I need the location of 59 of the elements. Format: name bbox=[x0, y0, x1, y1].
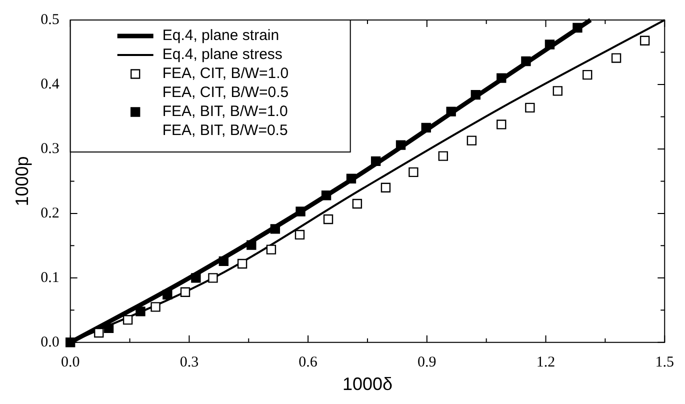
y-axis-title: 1000p bbox=[12, 156, 32, 206]
point bbox=[270, 224, 280, 234]
point bbox=[296, 206, 306, 216]
point bbox=[380, 182, 391, 192]
x-axis-title: 1000δ bbox=[342, 374, 393, 394]
point bbox=[104, 323, 114, 334]
point bbox=[208, 273, 218, 283]
x-tick-label: 0.9 bbox=[418, 354, 436, 370]
point bbox=[421, 122, 431, 133]
point bbox=[321, 190, 332, 200]
legend-label: FEA, CIT, B/W=1.0 bbox=[162, 65, 289, 82]
point bbox=[294, 230, 305, 240]
point bbox=[191, 273, 201, 283]
point bbox=[136, 306, 146, 316]
point bbox=[180, 287, 190, 297]
y-tick-label: 0.3 bbox=[40, 140, 60, 157]
point bbox=[572, 22, 582, 33]
point bbox=[352, 198, 362, 209]
x-tick-label: 0.0 bbox=[60, 354, 80, 370]
point bbox=[582, 70, 592, 80]
legend-label: Eq.4, plane strain bbox=[162, 27, 280, 44]
legend-label: FEA, BIT, B/W=1.0 bbox=[162, 103, 288, 120]
point bbox=[496, 73, 506, 83]
point bbox=[396, 140, 406, 150]
x-tick-label: 0.6 bbox=[298, 354, 318, 370]
point bbox=[496, 120, 506, 130]
point bbox=[122, 314, 133, 325]
y-tick-label: 0.2 bbox=[40, 205, 60, 222]
point bbox=[162, 290, 172, 300]
point bbox=[446, 106, 456, 116]
point bbox=[266, 244, 276, 254]
text: FEA, BIT, B/W=0.5 bbox=[162, 122, 288, 140]
x-tick-label: 0.3 bbox=[180, 354, 199, 370]
point bbox=[470, 90, 480, 100]
point bbox=[246, 240, 256, 250]
point bbox=[521, 56, 531, 66]
point bbox=[544, 40, 555, 50]
point bbox=[237, 258, 248, 269]
point bbox=[408, 167, 418, 178]
y-tick-label: 0.0 bbox=[40, 334, 60, 350]
legend-label: Eq.4, plane stress bbox=[162, 46, 282, 64]
x-tick-label: 1.5 bbox=[655, 354, 674, 370]
point bbox=[640, 36, 650, 46]
text: FEA, CIT, B/W=0.5 bbox=[162, 84, 289, 102]
point bbox=[218, 256, 229, 266]
x-tick-label: 1.2 bbox=[536, 354, 556, 370]
point bbox=[525, 102, 535, 113]
point bbox=[94, 328, 104, 338]
y-tick-label: 0.1 bbox=[40, 270, 60, 286]
point bbox=[438, 151, 448, 161]
point bbox=[370, 156, 381, 166]
point bbox=[346, 174, 356, 184]
point bbox=[150, 302, 160, 312]
point bbox=[552, 86, 562, 96]
point bbox=[611, 53, 622, 63]
point bbox=[323, 214, 334, 224]
point bbox=[466, 136, 477, 146]
y-tick-label: 0.5 bbox=[40, 12, 60, 28]
y-tick-label: 0.4 bbox=[40, 76, 60, 92]
